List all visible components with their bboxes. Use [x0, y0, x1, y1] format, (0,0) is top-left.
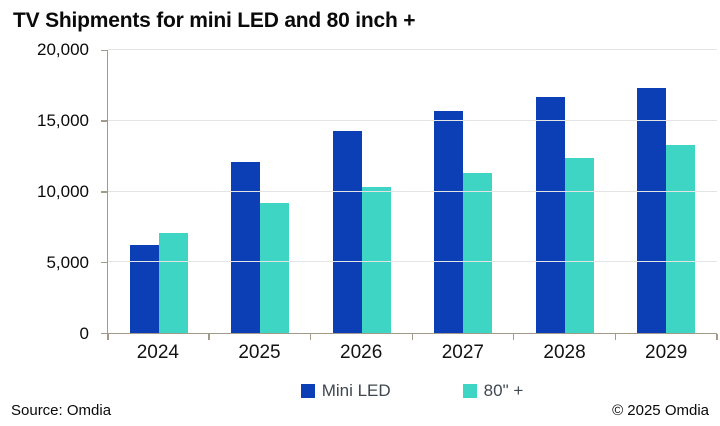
x-axis-label: 2027	[441, 342, 484, 363]
bar-80-2028	[564, 157, 594, 333]
gridline	[108, 261, 717, 263]
bar-group-2027	[413, 50, 515, 333]
x-axis-tick	[107, 334, 109, 340]
bar-80-2027	[463, 173, 493, 333]
bar-80-2025	[260, 202, 290, 333]
x-axis-tick	[614, 334, 616, 340]
x-axis-label: 2026	[340, 342, 383, 363]
gridline	[108, 190, 717, 192]
x-axis-label: 2024	[136, 342, 179, 363]
legend-label: Mini LED	[321, 381, 391, 400]
bar-mini-led-2025	[231, 161, 261, 333]
y-axis-tick-label: 5,000	[46, 253, 89, 272]
legend-item-80-inch: 80" +	[462, 381, 524, 401]
y-axis-tick	[101, 191, 107, 193]
x-axis-tick	[512, 334, 515, 340]
y-axis-tick-label: 0	[79, 324, 89, 343]
bar-group-2028	[514, 50, 616, 333]
y-axis-tick-label: 15,000	[37, 111, 89, 130]
bar-80-2026	[361, 187, 391, 333]
bar-mini-led-2029	[637, 88, 667, 333]
plot-area	[101, 49, 718, 340]
legend-label: 80" +	[483, 381, 524, 400]
bar-mini-led-2027	[434, 110, 464, 333]
y-axis-tick-label: 20,000	[37, 40, 89, 59]
x-axis-tick	[309, 334, 312, 340]
legend: Mini LED 80" +	[107, 381, 717, 401]
x-axis-tick	[411, 334, 413, 340]
page-title: TV Shipments for mini LED and 80 inch +	[13, 9, 416, 32]
copyright-text: © 2025 Omdia	[612, 402, 709, 419]
y-axis-tick	[101, 49, 107, 51]
bar-groups	[108, 50, 717, 333]
bar-80-2024	[158, 232, 188, 333]
bar-mini-led-2028	[535, 96, 565, 333]
x-axis-label: 2029	[645, 342, 688, 363]
80-inch-swatch-icon	[462, 384, 477, 398]
bar-group-2024	[108, 50, 210, 333]
x-axis-tick	[208, 334, 210, 340]
bar-mini-led-2026	[332, 130, 362, 333]
x-axis-tick	[716, 334, 718, 340]
bar-group-2025	[210, 50, 312, 333]
legend-item-mini-led: Mini LED	[300, 381, 391, 401]
y-axis-tick	[101, 120, 107, 122]
y-axis-tick-label: 10,000	[37, 182, 89, 201]
y-axis-tick	[101, 332, 107, 334]
gridline	[108, 119, 717, 121]
bar-mini-led-2024	[129, 245, 159, 333]
x-axis-label: 2028	[543, 342, 586, 363]
x-axis-labels: 2024 2025 2026 2027 2028 2029	[107, 342, 717, 364]
gridline	[108, 49, 717, 50]
bar-group-2029	[616, 50, 718, 333]
mini-led-swatch-icon	[300, 384, 315, 398]
x-axis-label: 2025	[238, 342, 281, 363]
bar-group-2026	[311, 50, 413, 333]
bar-80-2029	[666, 144, 696, 333]
y-axis-labels: 0 5,000 10,000 15,000 20,000	[0, 40, 97, 343]
y-axis-tick	[101, 261, 107, 264]
source-text: Source: Omdia	[11, 402, 112, 419]
